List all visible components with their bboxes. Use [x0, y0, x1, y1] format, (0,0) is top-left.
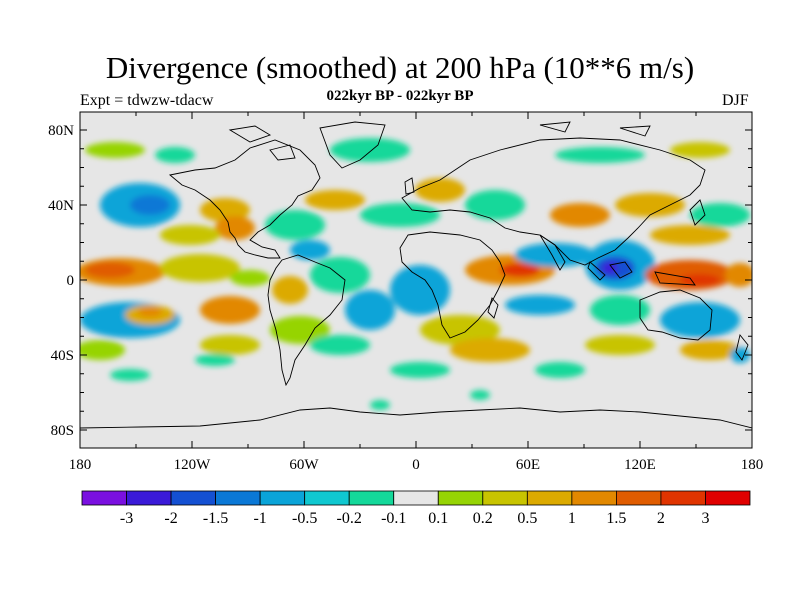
- divergence-field: [80, 138, 752, 410]
- x-tick-label: 60E: [516, 457, 540, 473]
- y-tick-label: 40S: [51, 348, 74, 364]
- y-tick-label: 80N: [48, 123, 74, 139]
- coastline-arctic-islands: [228, 121, 651, 161]
- colorbar-swatch: [348, 490, 395, 506]
- colorbar: -3 -2 -1.5 -1 -0.5 -0.2 -0.1 0.1 0.2 0.5 1 1.5 2 3: [81, 490, 751, 527]
- axis-ticks: [79, 112, 753, 448]
- colorbar-swatch: [215, 490, 261, 506]
- coastline-greenland: [319, 121, 386, 169]
- map-title: Divergence (smoothed) at 200 hPa (10**6 …: [105, 50, 695, 85]
- colorbar-label: 0.1: [428, 510, 448, 527]
- coastline-madagascar: [487, 297, 499, 319]
- coastline-north-america: [168, 139, 321, 259]
- colorbar-label: -1: [253, 510, 266, 527]
- x-tick-label: 120W: [174, 457, 212, 473]
- coastline-eurasia: [401, 137, 706, 266]
- colorbar-label: -2: [164, 510, 177, 527]
- x-tick-label: 120E: [624, 457, 656, 473]
- colorbar-label: 1.5: [606, 510, 626, 527]
- x-tick-label: 0: [412, 457, 420, 473]
- coastline-uk: [404, 177, 415, 195]
- coastline-japan: [689, 199, 706, 226]
- colorbar-swatch: [616, 490, 662, 506]
- colorbar-label: -1.5: [203, 510, 228, 527]
- coastline-sumatra: [587, 261, 606, 281]
- colorbar-label: 3: [701, 510, 709, 527]
- period-label: 022kyr BP - 022kyr BP: [326, 88, 474, 104]
- coastline-india: [539, 234, 566, 271]
- experiment-label: Expt = tdwzw-tdacw: [80, 92, 214, 109]
- colorbar-label: -3: [120, 510, 133, 527]
- colorbar-swatch: [705, 490, 751, 506]
- coastlines: [80, 121, 752, 429]
- colorbar-swatch: [170, 490, 216, 506]
- season-label: DJF: [722, 92, 749, 109]
- colorbar-label: 0.2: [473, 510, 493, 527]
- coastline-new-zealand: [735, 333, 749, 361]
- colorbar-swatch: [393, 490, 439, 506]
- colorbar-swatch: [259, 490, 306, 506]
- y-tick-label: 40N: [48, 198, 74, 214]
- x-tick-label: 180: [69, 457, 92, 473]
- colorbar-label: 1: [568, 510, 576, 527]
- colorbar-label: 2: [657, 510, 665, 527]
- coastline-africa: [399, 231, 506, 339]
- coastline-australia: [639, 289, 713, 341]
- colorbar-swatch: [482, 490, 528, 506]
- colorbar-swatch: [526, 490, 573, 506]
- coastline-south-america: [267, 254, 346, 387]
- coastline-antarctica: [80, 407, 752, 429]
- map-panel: [79, 111, 753, 449]
- x-tick-label: 180: [741, 457, 764, 473]
- colorbar-label: -0.2: [337, 510, 362, 527]
- y-tick-label: 80S: [51, 423, 74, 439]
- coastline-borneo: [609, 261, 633, 279]
- axis-tick-labels: 180 120W 60W 0 60E 120E 180 80N 40N 0 40S 80S: [48, 123, 763, 473]
- colorbar-swatch: [304, 490, 350, 506]
- y-tick-label: 0: [67, 273, 75, 289]
- x-tick-label: 60W: [289, 457, 319, 473]
- colorbar-swatch: [126, 490, 172, 506]
- colorbar-swatch: [660, 490, 706, 506]
- colorbar-swatch: [81, 490, 127, 506]
- colorbar-label: 0.5: [517, 510, 537, 527]
- coastline-new-guinea: [654, 271, 696, 286]
- colorbar-label: -0.5: [292, 510, 317, 527]
- colorbar-swatch: [571, 490, 617, 506]
- colorbar-label: -0.1: [381, 510, 406, 527]
- colorbar-swatch: [437, 490, 484, 506]
